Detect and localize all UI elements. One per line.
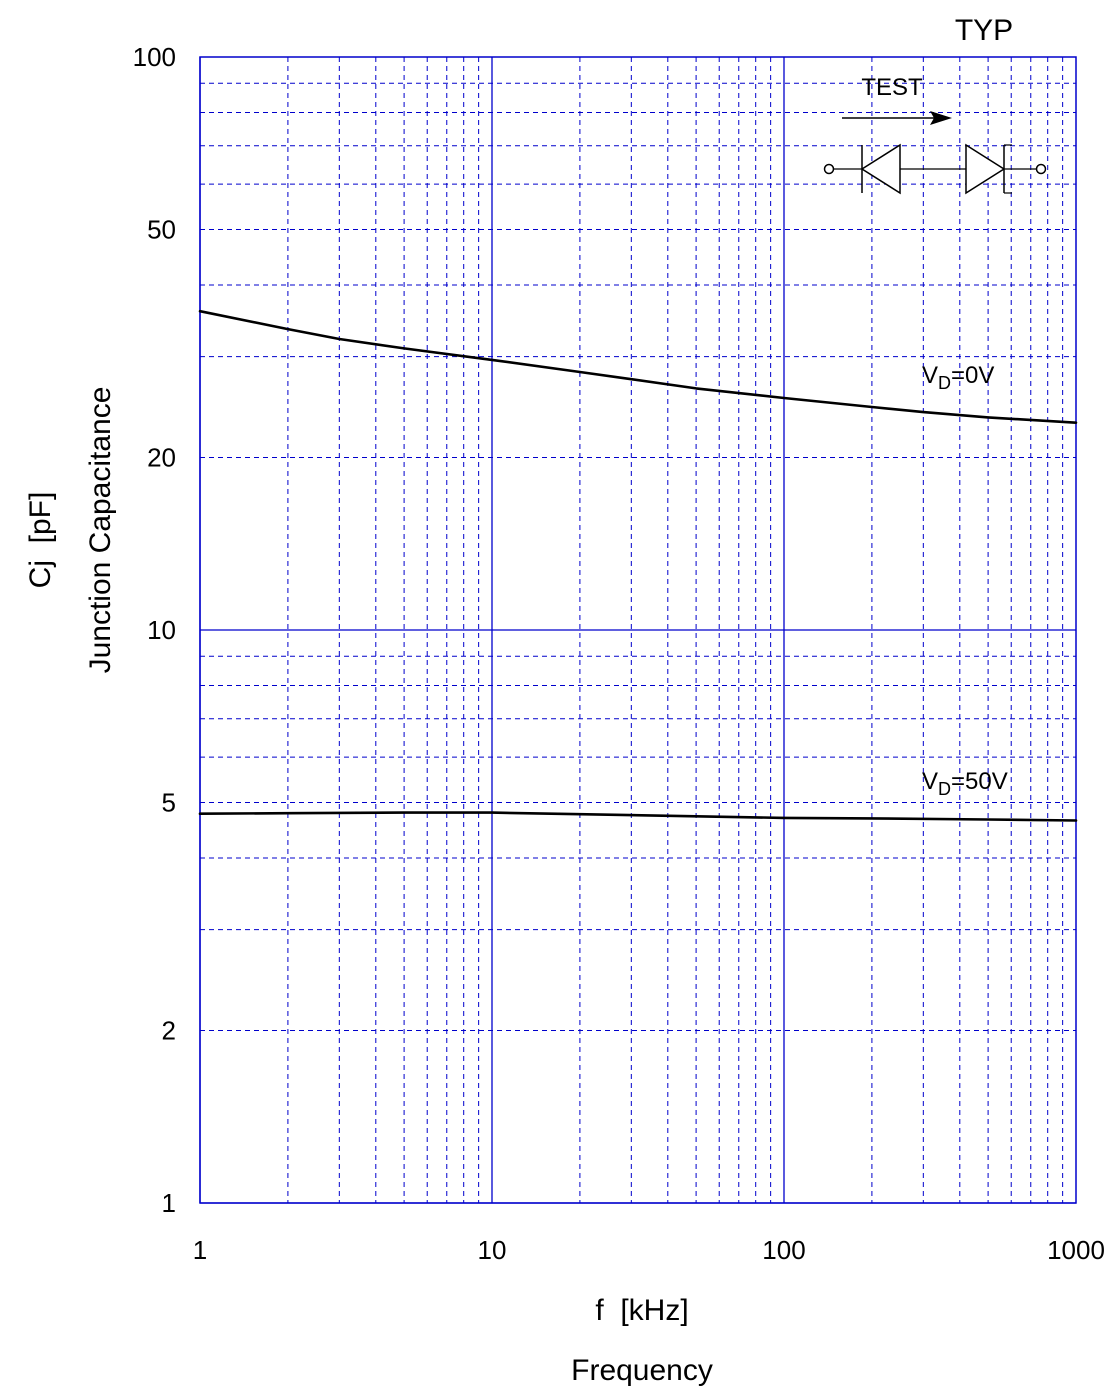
- terminal-right: [1035, 163, 1047, 175]
- x-tick-label: 100: [762, 1235, 805, 1265]
- series-label-0: VD=0V: [922, 362, 994, 393]
- x-axis-label-secondary: Frequency: [571, 1354, 713, 1387]
- y-tick-label: 100: [133, 42, 176, 72]
- x-tick-label: 1: [193, 1235, 207, 1265]
- y-tick-label: 50: [147, 214, 176, 244]
- grid-lines: [199, 57, 1076, 1204]
- test-arrow-head: [930, 111, 952, 125]
- chart-title: TYP: [955, 14, 1013, 47]
- x-tick-label: 10: [478, 1235, 507, 1265]
- y-axis-label-secondary: Junction Capacitance: [84, 387, 117, 674]
- y-tick-label: 5: [162, 787, 176, 817]
- diode-left-triangle: [860, 143, 901, 195]
- y-tick-label: 10: [147, 615, 176, 645]
- tick-labels: 1 10 100 1000 1 2 5 10 20 50 100: [133, 42, 1105, 1265]
- x-tick-label: 1000: [1047, 1235, 1105, 1265]
- y-tick-label: 1: [162, 1188, 176, 1218]
- y-tick-label: 20: [147, 443, 176, 473]
- terminal-left: [823, 163, 835, 175]
- y-axis-label: Cj [pF]: [24, 492, 57, 589]
- series-label-1: VD=50V: [922, 768, 1008, 799]
- y-tick-label: 2: [162, 1016, 176, 1046]
- inset-test-label: TEST: [861, 74, 923, 101]
- diode-right-triangle: [965, 143, 1006, 195]
- plot-frame: [199, 56, 1077, 1204]
- x-axis-label: f [kHz]: [595, 1294, 688, 1327]
- series-group: VD=0V VD=50V: [198, 309, 1078, 822]
- test-circuit-inset: TEST: [823, 74, 1047, 195]
- series-line-1: [198, 811, 1078, 822]
- series-line-0: [198, 309, 1078, 425]
